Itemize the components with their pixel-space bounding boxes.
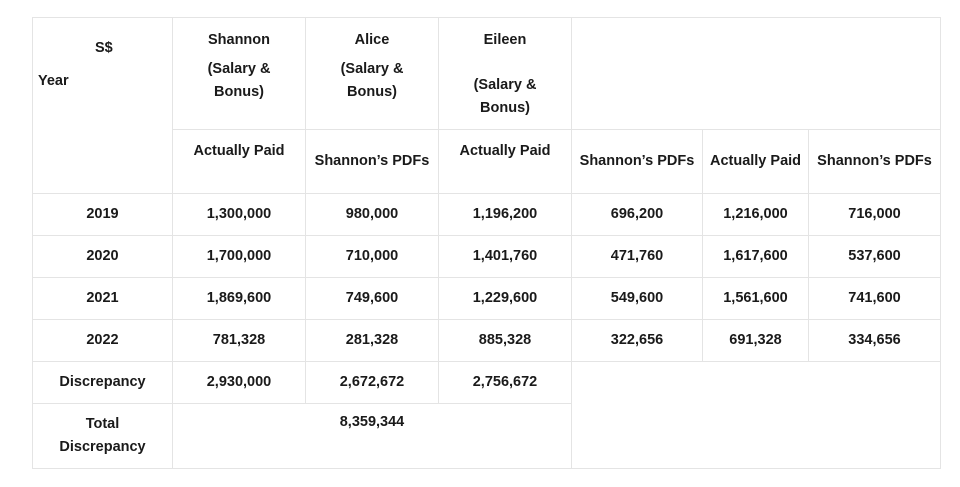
person-detail-line2: Bonus)	[347, 84, 397, 100]
person-name: Shannon	[207, 32, 271, 48]
value-cell: 691,328	[702, 319, 809, 362]
person-name: Alice	[354, 32, 390, 48]
value-cell: 1,869,600	[172, 277, 306, 320]
value-cell: 322,656	[571, 319, 703, 362]
value-cell: 716,000	[807, 193, 942, 236]
value-cell: 1,216,000	[702, 193, 809, 236]
value-cell: 334,656	[807, 319, 942, 362]
value-cell: 281,328	[305, 319, 439, 362]
person-detail-line1: (Salary &	[340, 61, 404, 77]
value-cell: 710,000	[305, 235, 439, 278]
subheader-cell: Shannon’s PDFs	[571, 129, 703, 194]
year-cell: 2022	[32, 319, 173, 362]
discrepancy-value: 2,930,000	[172, 361, 306, 404]
person-detail-line1: (Salary &	[473, 77, 537, 93]
footer-empty-cell	[570, 361, 942, 469]
person-detail-line1: (Salary &	[207, 61, 271, 77]
value-cell: 471,760	[571, 235, 703, 278]
person-name: Eileen	[483, 32, 527, 48]
discrepancy-value: 2,756,672	[438, 361, 572, 404]
header-person-shannon: Shannon (Salary & Bonus)	[172, 17, 306, 130]
header-corner-cell: S$ Year	[32, 17, 173, 194]
header-person-eileen: Eileen (Salary & Bonus)	[438, 17, 572, 130]
year-cell: 2020	[32, 235, 173, 278]
total-label-line2: Discrepancy	[59, 439, 146, 455]
value-cell: 980,000	[305, 193, 439, 236]
value-cell: 749,600	[305, 277, 439, 320]
total-discrepancy-value: 8,359,344	[172, 403, 572, 469]
currency-label: S$	[95, 40, 113, 56]
person-detail-line2: Bonus)	[214, 84, 264, 100]
total-label-line1: Total	[85, 416, 120, 432]
table-row: 2020 1,700,000 710,000 1,401,760 471,760…	[32, 235, 942, 278]
table-row: 2021 1,869,600 749,600 1,229,600 549,600…	[32, 277, 942, 320]
table-row: 2019 1,300,000 980,000 1,196,200 696,200…	[32, 193, 942, 236]
value-cell: 1,401,760	[438, 235, 572, 278]
subheader-cell: Actually Paid	[172, 129, 306, 194]
total-discrepancy-label: Total Discrepancy	[32, 403, 173, 469]
value-cell: 1,300,000	[172, 193, 306, 236]
discrepancy-value: 2,672,672	[305, 361, 439, 404]
subheader-cell: Shannon’s PDFs	[807, 129, 942, 194]
table-row: 2022 781,328 281,328 885,328 322,656 691…	[32, 319, 942, 362]
subheader-cell: Actually Paid	[702, 129, 809, 194]
year-label: Year	[38, 73, 69, 89]
value-cell: 696,200	[571, 193, 703, 236]
value-cell: 781,328	[172, 319, 306, 362]
value-cell: 885,328	[438, 319, 572, 362]
year-cell: 2021	[32, 277, 173, 320]
subheader-cell: Actually Paid	[438, 129, 572, 194]
value-cell: 1,229,600	[438, 277, 572, 320]
person-detail-line2: Bonus)	[480, 100, 530, 116]
total-discrepancy-row: Total Discrepancy 8,359,344	[32, 403, 941, 469]
year-cell: 2019	[32, 193, 173, 236]
discrepancy-label: Discrepancy	[32, 361, 173, 404]
header-empty-cell	[570, 17, 942, 130]
value-cell: 1,561,600	[702, 277, 809, 320]
discrepancy-row: Discrepancy 2,930,000 2,672,672 2,756,67…	[32, 361, 942, 469]
value-cell: 537,600	[807, 235, 942, 278]
subheader-cell: Shannon’s PDFs	[305, 129, 439, 194]
value-cell: 1,700,000	[172, 235, 306, 278]
salary-discrepancy-table: S$ Year Shannon (Salary & Bonus) Alice (…	[32, 17, 942, 469]
value-cell: 1,196,200	[438, 193, 572, 236]
value-cell: 741,600	[807, 277, 942, 320]
header-person-alice: Alice (Salary & Bonus)	[305, 17, 439, 130]
value-cell: 1,617,600	[702, 235, 809, 278]
value-cell: 549,600	[571, 277, 703, 320]
